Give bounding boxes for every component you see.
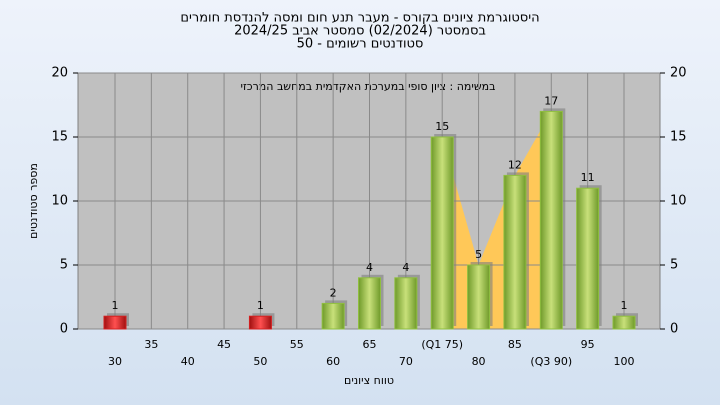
data-label: 4: [366, 261, 373, 274]
data-label: 4: [402, 261, 409, 274]
x-tick-label: 40: [181, 355, 195, 368]
x-tick-label: 45: [217, 338, 231, 351]
data-label: 1: [112, 299, 119, 312]
y2-tick-label: 10: [670, 194, 687, 209]
bar: [576, 187, 600, 330]
data-label: 11: [581, 171, 595, 184]
y-tick-label: 15: [51, 130, 68, 145]
x-tick-label: 30: [108, 355, 122, 368]
annotation: במשימה : ציון סופי במערכת האקדמית במחשב …: [241, 80, 496, 93]
y-tick-label: 0: [60, 322, 68, 337]
y2-tick-label: 0: [670, 322, 678, 337]
data-label: 1: [621, 299, 628, 312]
chart-title: היסטוגרמת ציונים בקורס - מעבר תנע חום ומ…: [180, 11, 539, 26]
x-tick-label: 50: [253, 355, 267, 368]
x-tick-label: 100: [614, 355, 635, 368]
data-label: 2: [330, 286, 337, 299]
x-tick-label: (Q3 90): [530, 355, 572, 368]
x-tick-label: 65: [363, 338, 377, 351]
x-tick-label: 60: [326, 355, 340, 368]
y-tick-label: 10: [51, 194, 68, 209]
x-tick-label: 80: [472, 355, 486, 368]
bar: [612, 315, 636, 330]
bar: [539, 110, 563, 330]
y2-tick-label: 5: [670, 258, 678, 273]
chart-subtitle: בסמסטר (02/2024) סמסטר אביב 2024/25: [234, 24, 486, 39]
y-tick-label: 20: [51, 66, 68, 81]
bar: [467, 264, 491, 330]
bar: [430, 136, 454, 330]
bar: [248, 315, 272, 330]
data-label: 5: [475, 248, 482, 261]
data-label: 15: [435, 120, 449, 133]
bar: [321, 302, 345, 330]
bar: [103, 315, 127, 330]
bar: [394, 277, 418, 330]
y-tick-label: 5: [60, 258, 68, 273]
data-label: 1: [257, 299, 264, 312]
data-label: 12: [508, 158, 522, 171]
x-axis-label: טווח ציונים: [344, 374, 394, 387]
y2-tick-label: 15: [670, 130, 687, 145]
x-tick-label: 95: [581, 338, 595, 351]
data-label: 17: [544, 94, 558, 107]
y2-tick-label: 20: [670, 66, 687, 81]
x-tick-label: 70: [399, 355, 413, 368]
x-tick-label: 35: [144, 338, 158, 351]
bar: [358, 277, 381, 330]
x-tick-label: (Q1 75): [421, 338, 463, 351]
bar: [503, 174, 527, 330]
x-tick-label: 85: [508, 338, 522, 351]
chart-subtitle: סטודנטים רשומים - 50: [297, 37, 424, 52]
y-axis-label: מספר סטודנטים: [27, 163, 40, 239]
x-tick-label: 55: [290, 338, 304, 351]
